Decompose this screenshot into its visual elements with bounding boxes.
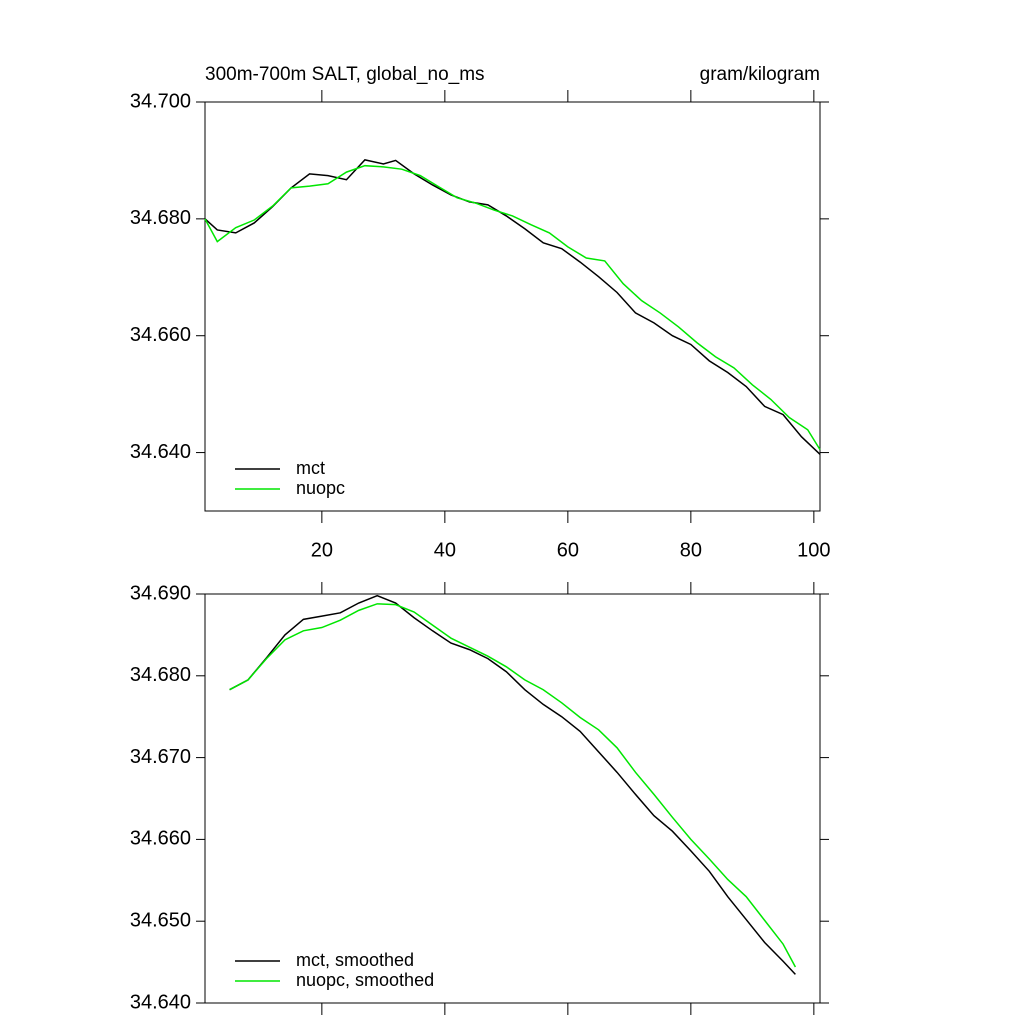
x-tick-label: 100: [797, 539, 830, 561]
y-tick-label: 34.690: [130, 582, 191, 604]
x-tick-label: 60: [557, 539, 579, 561]
y-tick-label: 34.640: [130, 991, 191, 1013]
plot-frame: [204, 101, 821, 512]
legend-label: nuopc, smoothed: [296, 970, 434, 990]
y-tick-label: 34.650: [130, 909, 191, 931]
legend-label: mct: [296, 458, 325, 478]
y-tick-label: 34.700: [130, 90, 191, 112]
legend-label: mct, smoothed: [296, 950, 414, 970]
y-tick-label: 34.660: [130, 324, 191, 346]
data-line: [229, 603, 797, 968]
y-tick-label: 34.660: [130, 828, 191, 850]
y-tick-label: 34.680: [130, 664, 191, 686]
units-label: gram/kilogram: [700, 64, 820, 85]
x-tick-label: 20: [311, 539, 333, 561]
plot-frame: [204, 593, 821, 1004]
y-tick-label: 34.640: [130, 441, 191, 463]
chart-title: 300m-700m SALT, global_no_ms: [205, 64, 485, 85]
data-line: [204, 164, 821, 451]
x-tick-label: 40: [434, 539, 456, 561]
data-line: [204, 159, 821, 455]
y-tick-label: 34.680: [130, 207, 191, 229]
y-tick-label: 34.670: [130, 746, 191, 768]
x-tick-label: 80: [680, 539, 702, 561]
legend-label: nuopc: [296, 478, 345, 498]
data-line: [229, 594, 796, 975]
